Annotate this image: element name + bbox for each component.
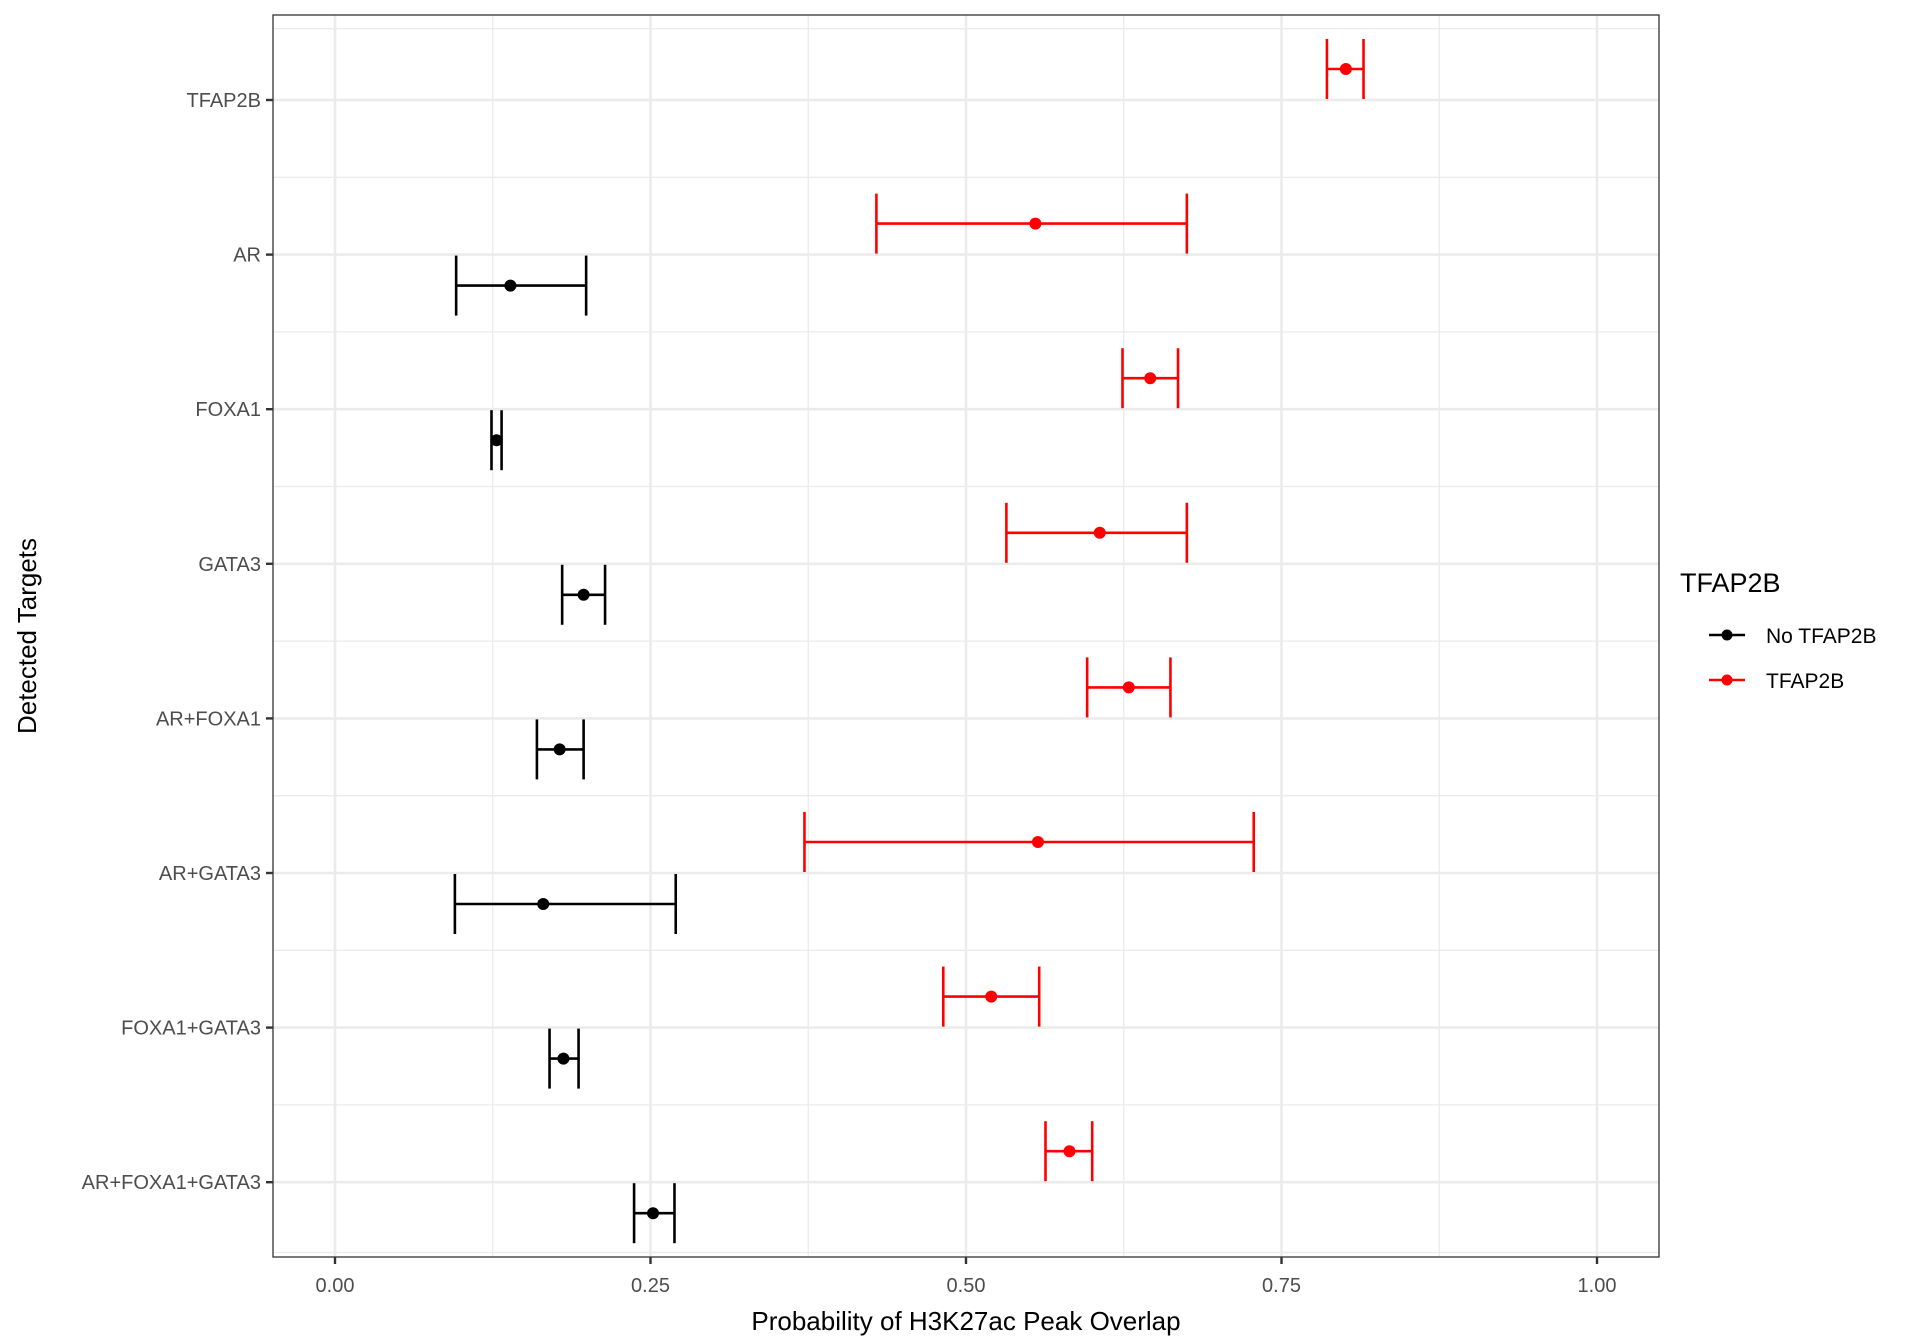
data-point [577, 588, 590, 601]
data-point [557, 1052, 570, 1065]
data-point [1029, 217, 1042, 230]
x-tick-label: 0.50 [947, 1275, 986, 1297]
x-axis: 0.00 0.25 0.50 0.75 1.00 [316, 1257, 1617, 1297]
x-axis-title: Probability of H3K27ac Peak Overlap [751, 1306, 1180, 1336]
y-tick-label: FOXA1+GATA3 [121, 1018, 261, 1040]
y-axis: TFAP2B AR FOXA1 GATA3 AR+FOXA1 AR+GATA3 FOXA1+… [82, 90, 273, 1194]
data-point [1031, 836, 1044, 848]
data-point [1122, 681, 1135, 694]
data-point [1339, 63, 1352, 75]
data-point [537, 898, 550, 910]
data-point [490, 434, 503, 447]
x-tick-label: 0.25 [631, 1275, 670, 1297]
legend-title: TFAP2B [1680, 568, 1781, 598]
legend: TFAP2B No TFAP2B TFAP2B [1680, 568, 1877, 693]
plot-panel [272, 14, 1660, 1258]
legend-key-point [1721, 674, 1733, 686]
legend-label: TFAP2B [1766, 670, 1844, 693]
data-point [1093, 526, 1106, 539]
legend-item: TFAP2B [1709, 670, 1844, 693]
legend-item: No TFAP2B [1709, 625, 1877, 648]
data-point [985, 990, 998, 1003]
x-tick-label: 1.00 [1578, 1275, 1617, 1297]
legend-label: No TFAP2B [1766, 625, 1877, 648]
y-tick-label: AR [233, 245, 261, 267]
y-tick-label: AR+GATA3 [159, 863, 261, 885]
data-point [553, 743, 566, 756]
legend-key-point [1721, 629, 1733, 641]
x-tick-label: 0.75 [1262, 1275, 1301, 1297]
data-points [490, 63, 1352, 1220]
y-tick-label: FOXA1 [195, 399, 261, 421]
y-tick-label: AR+FOXA1+GATA3 [82, 1172, 261, 1194]
major-gridlines [273, 15, 1659, 1257]
data-point [1063, 1145, 1076, 1158]
y-axis-title: Detected Targets [12, 538, 42, 734]
y-tick-label: TFAP2B [187, 90, 261, 112]
data-point [1144, 372, 1157, 385]
data-point [504, 279, 517, 292]
data-point [647, 1207, 660, 1220]
x-tick-label: 0.00 [316, 1275, 355, 1297]
y-tick-label: AR+FOXA1 [156, 708, 261, 730]
y-tick-label: GATA3 [198, 554, 261, 576]
